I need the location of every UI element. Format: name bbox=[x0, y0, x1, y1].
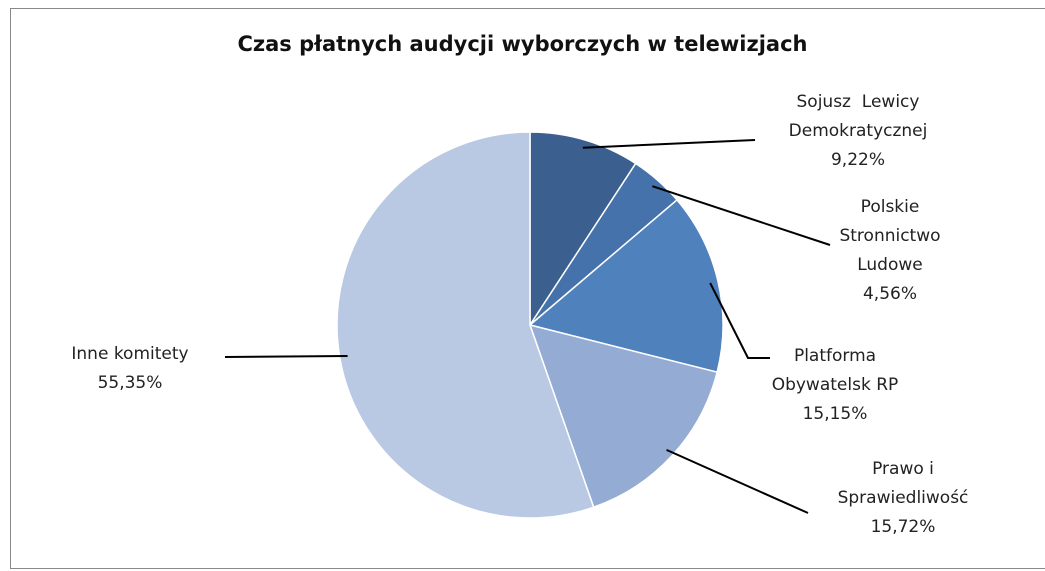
chart-title: Czas płatnych audycji wyborczych w telew… bbox=[237, 32, 808, 56]
value-label: 55,35% bbox=[97, 373, 163, 393]
leader-line bbox=[709, 282, 770, 359]
data-label: Polskie Stronnictwo Ludowe 4,56% bbox=[825, 193, 955, 309]
pie-slice bbox=[528, 323, 719, 509]
leader-line bbox=[652, 185, 831, 246]
data-label: Platforma Obywatelsk RP 15,15% bbox=[750, 342, 920, 429]
leader-line bbox=[666, 448, 809, 514]
pie-slice bbox=[528, 198, 724, 374]
category-label: Polskie Stronnictwo Ludowe bbox=[839, 197, 946, 275]
category-label: Platforma Obywatelsk RP bbox=[771, 346, 899, 395]
value-label: 15,72% bbox=[870, 517, 936, 537]
value-label: 15,15% bbox=[802, 404, 868, 424]
pie-slice bbox=[529, 131, 637, 328]
category-label: Sojusz Lewicy Demokratycznej bbox=[788, 92, 928, 141]
value-label: 9,22% bbox=[830, 150, 885, 170]
chart-border bbox=[10, 8, 1045, 569]
data-label: Inne komitety 55,35% bbox=[30, 340, 230, 398]
category-label: Prawo i Sprawiedliwość bbox=[837, 459, 969, 508]
leader-line bbox=[224, 354, 348, 358]
leader-line bbox=[582, 139, 756, 149]
category-label: Inne komitety bbox=[71, 344, 189, 364]
value-label: 4,56% bbox=[862, 284, 917, 304]
pie-slice bbox=[336, 131, 595, 519]
data-label: Sojusz Lewicy Demokratycznej 9,22% bbox=[763, 88, 953, 175]
data-label: Prawo i Sprawiedliwość 15,72% bbox=[828, 455, 978, 542]
